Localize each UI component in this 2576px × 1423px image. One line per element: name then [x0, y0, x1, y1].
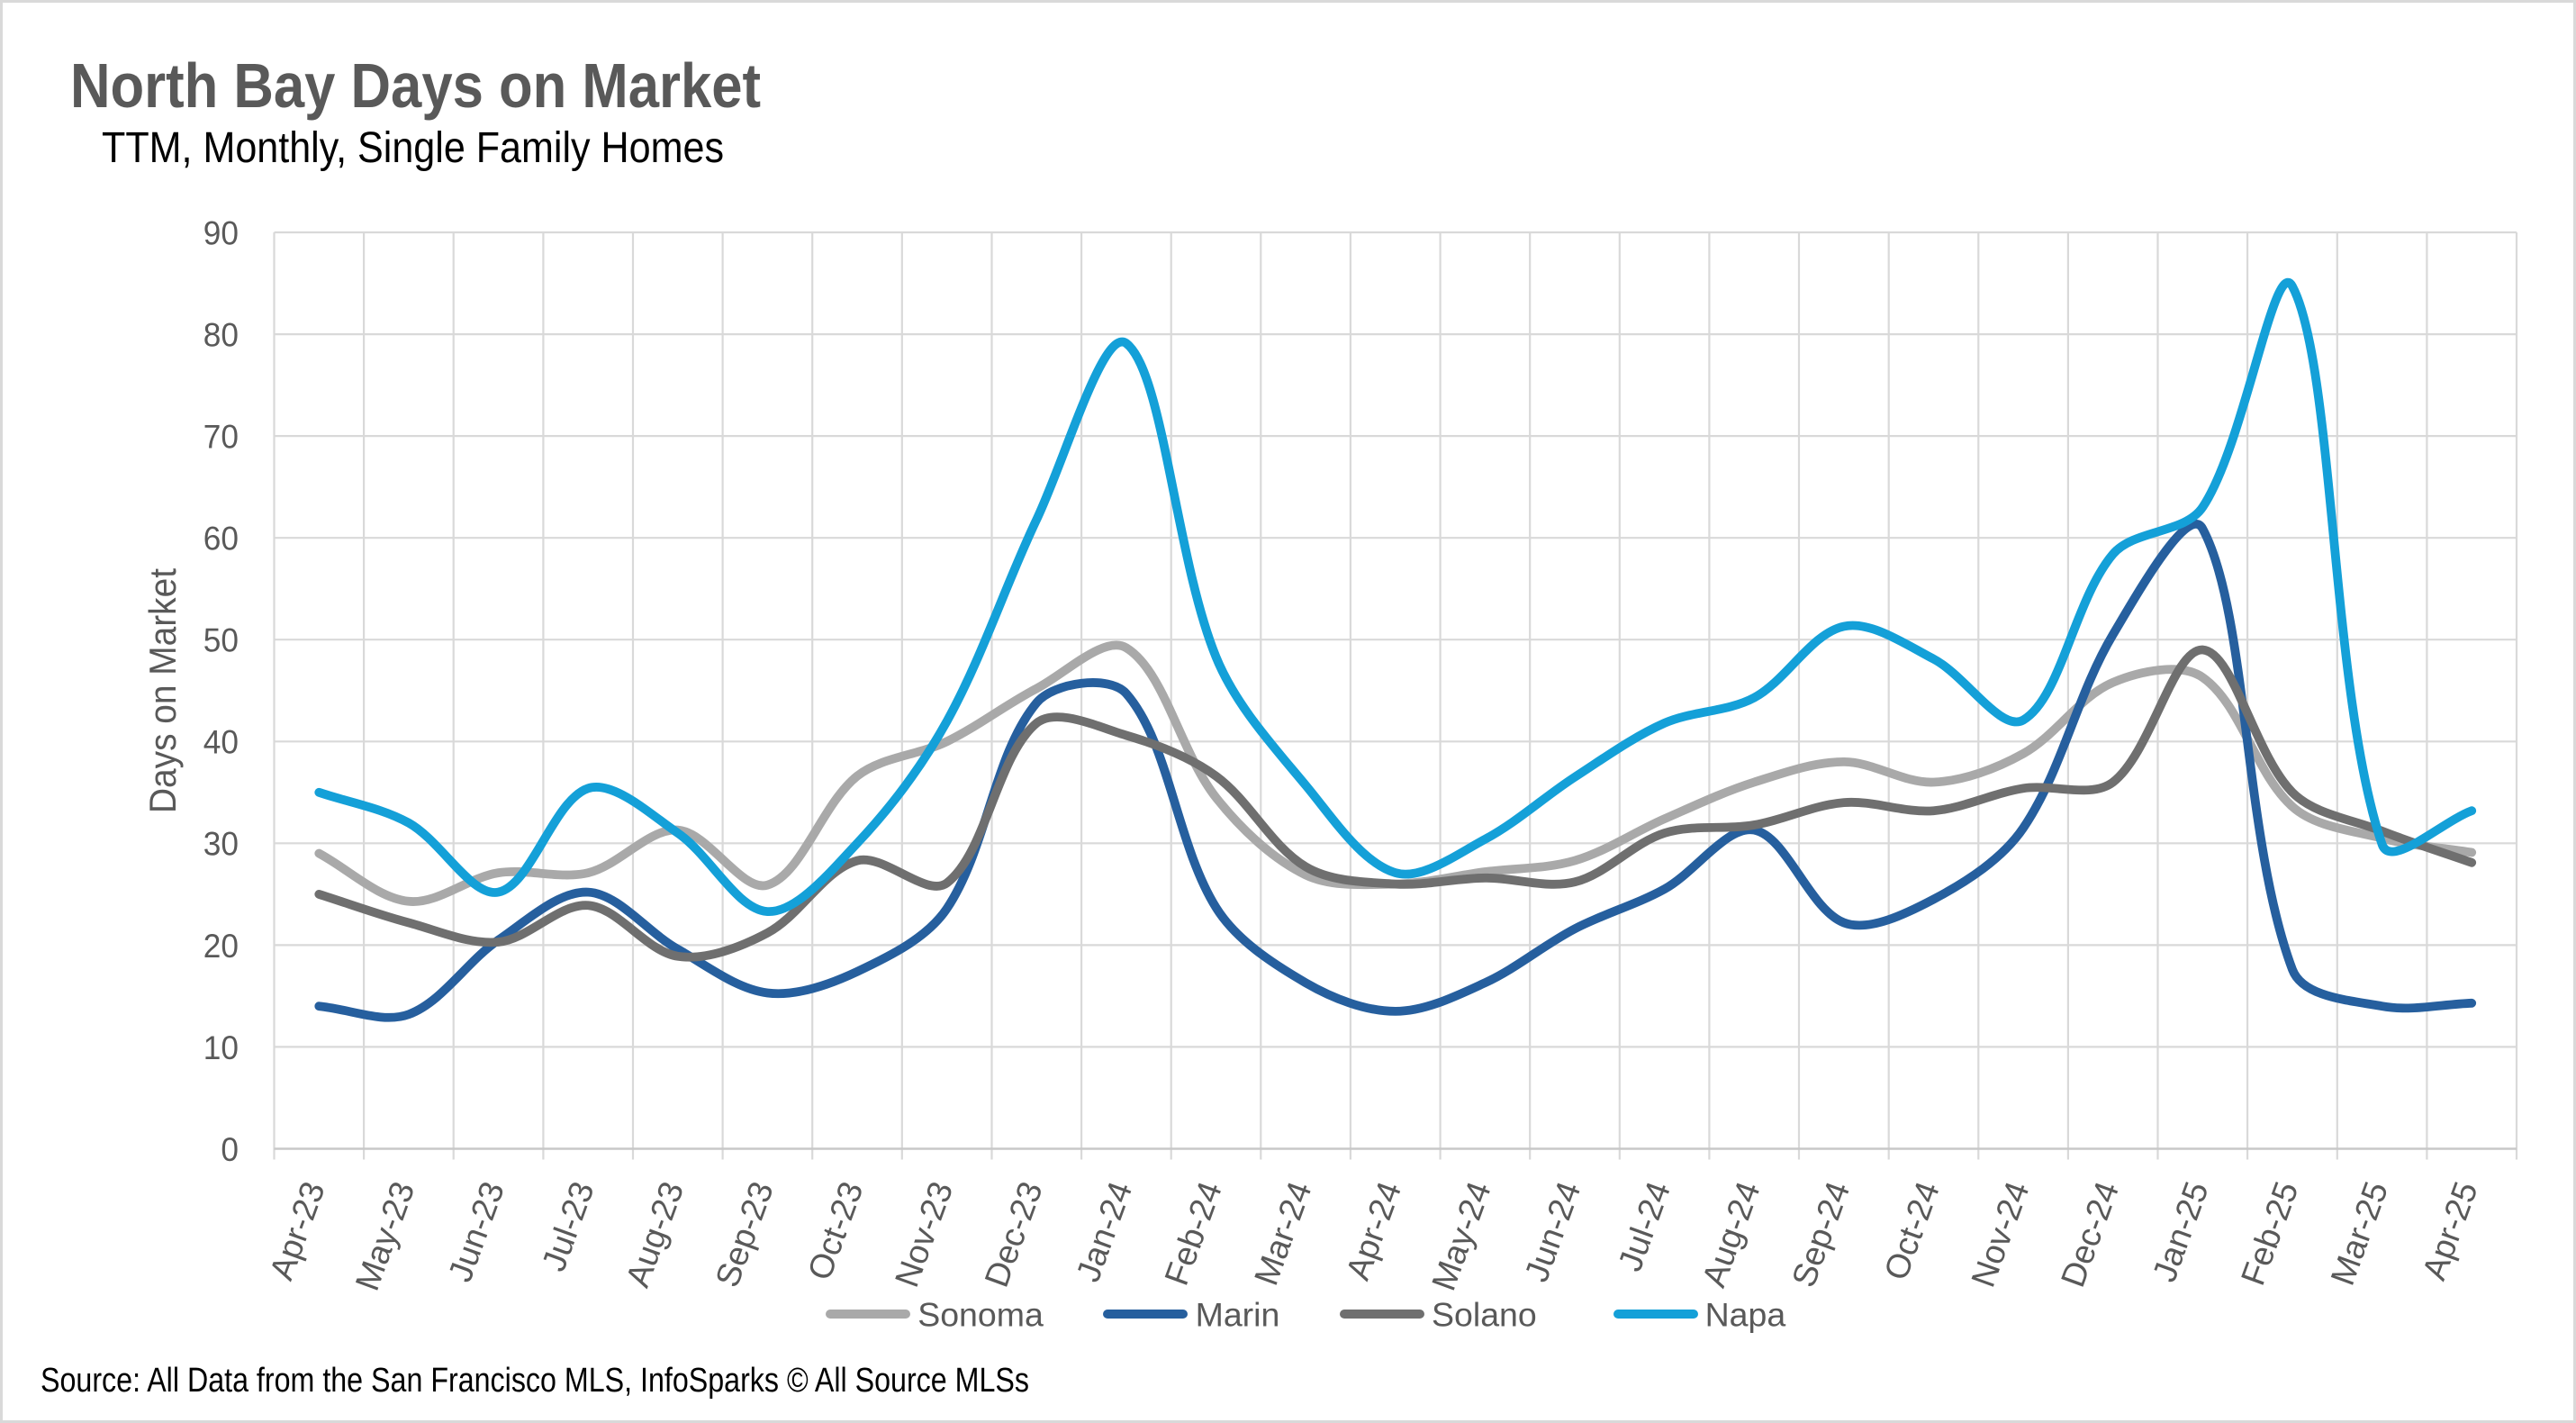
svg-text:Days on Market: Days on Market — [141, 568, 184, 813]
svg-text:80: 80 — [203, 316, 239, 354]
svg-text:10: 10 — [203, 1029, 239, 1066]
svg-text:0: 0 — [221, 1130, 239, 1168]
svg-text:40: 40 — [203, 723, 239, 761]
svg-text:TTM, Monthly, Single Family Ho: TTM, Monthly, Single Family Homes — [102, 123, 724, 172]
svg-text:70: 70 — [203, 418, 239, 456]
svg-text:Source: All Data from the San: Source: All Data from the San Francisco … — [41, 1362, 1029, 1400]
svg-text:30: 30 — [203, 825, 239, 863]
svg-text:North Bay Days on Market: North Bay Days on Market — [70, 50, 761, 121]
svg-text:60: 60 — [203, 520, 239, 557]
svg-text:Sonoma: Sonoma — [917, 1296, 1044, 1334]
svg-text:50: 50 — [203, 621, 239, 659]
svg-text:Solano: Solano — [1432, 1296, 1537, 1334]
svg-text:Napa: Napa — [1705, 1296, 1786, 1334]
svg-text:Marin: Marin — [1196, 1296, 1280, 1334]
svg-text:20: 20 — [203, 927, 239, 965]
svg-text:90: 90 — [203, 213, 239, 251]
